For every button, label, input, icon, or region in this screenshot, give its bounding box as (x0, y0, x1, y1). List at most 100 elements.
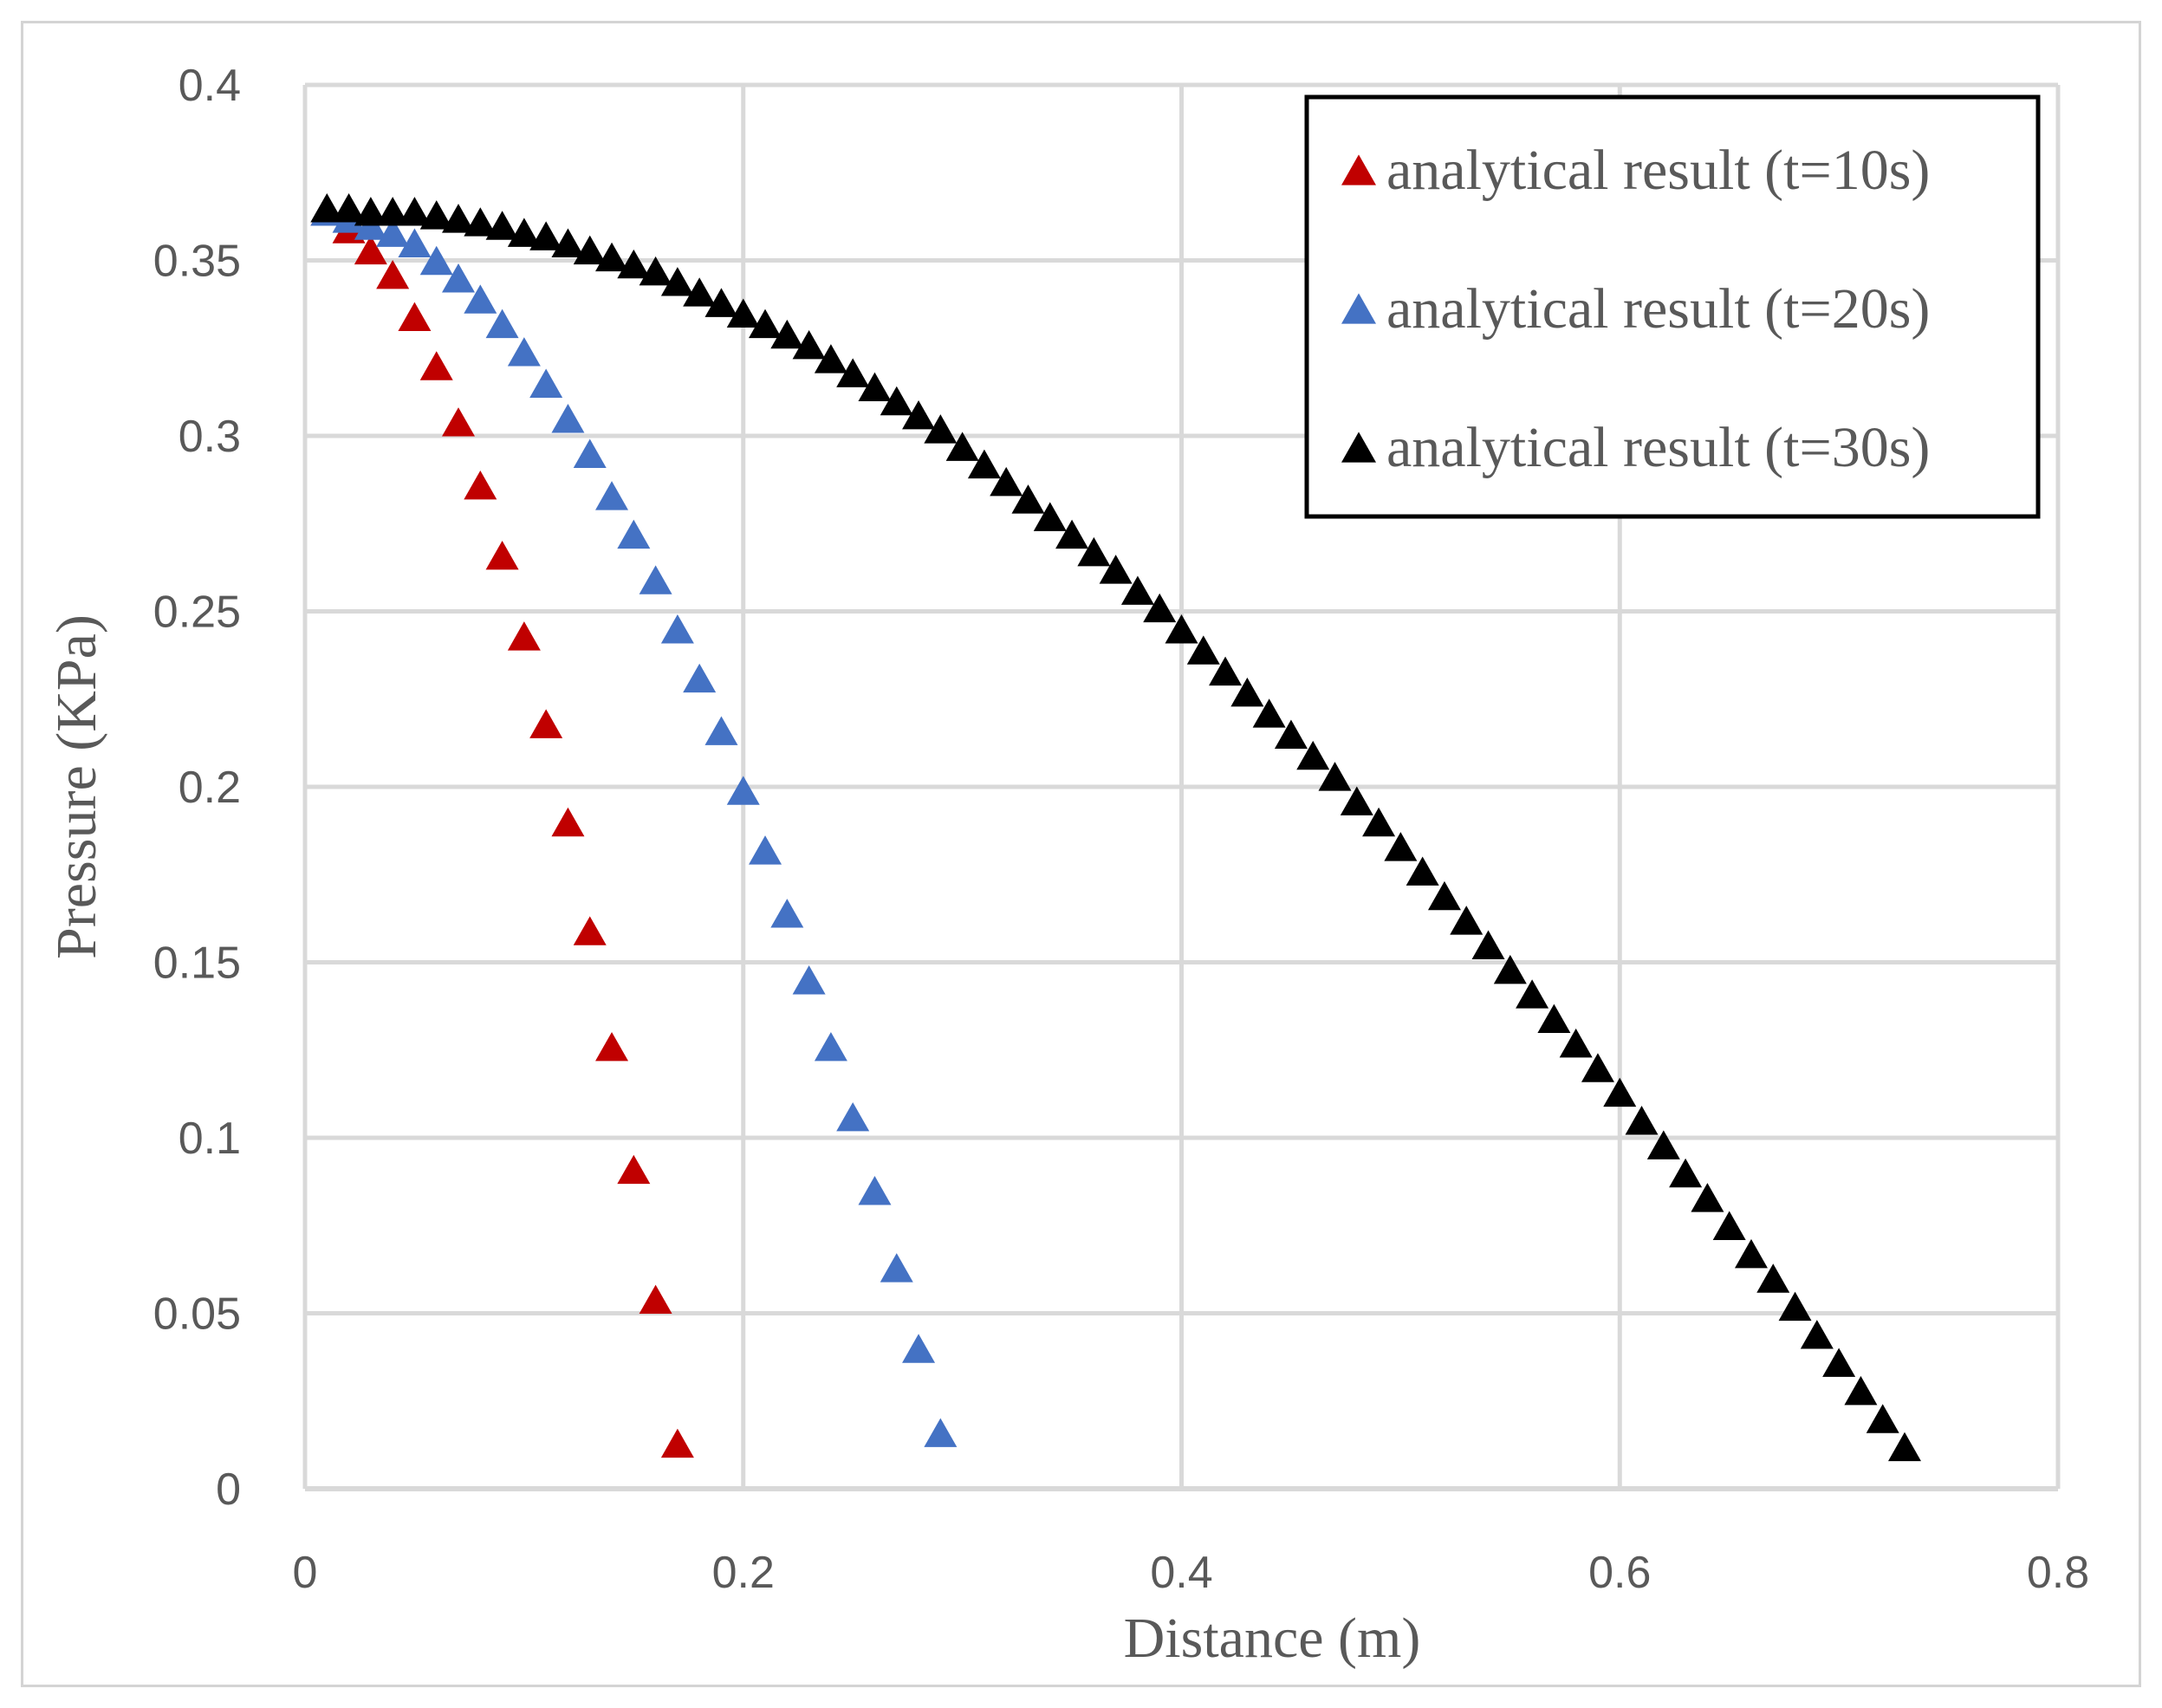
series-2 (310, 197, 958, 1447)
data-point (749, 835, 782, 865)
data-point (660, 614, 694, 644)
data-point (354, 235, 387, 265)
y-tick-label: 0.2 (179, 763, 241, 813)
data-point (551, 807, 585, 837)
y-tick-label: 0.25 (153, 588, 241, 638)
data-point (1362, 807, 1396, 837)
data-point (660, 267, 694, 296)
data-point (1800, 1320, 1834, 1349)
data-point (1406, 856, 1439, 886)
data-point (376, 218, 410, 247)
data-point (770, 899, 804, 928)
x-tick-label: 0.4 (1150, 1548, 1212, 1598)
data-point (485, 308, 519, 339)
data-point (924, 414, 958, 444)
data-point (376, 197, 410, 226)
series-1 (310, 197, 694, 1458)
y-axis-title: Pressure (KPa) (45, 614, 108, 959)
data-point (639, 565, 672, 594)
data-point (792, 329, 826, 360)
data-point (1646, 1130, 1680, 1159)
data-point (573, 235, 607, 265)
legend-item-2[interactable]: analytical result (t=20s) (1341, 277, 1930, 341)
legend[interactable]: analytical result (t=10s) analytical resu… (1304, 94, 2041, 519)
legend-box (1304, 94, 2041, 519)
data-point (1033, 502, 1067, 531)
y-tick-label: 0.35 (153, 237, 241, 287)
x-tick-label: 0 (293, 1548, 318, 1598)
y-tick-label: 0.3 (179, 412, 241, 462)
data-point (442, 407, 476, 437)
data-point (726, 298, 760, 328)
data-point (858, 372, 892, 402)
data-point (683, 663, 717, 693)
data-point (1625, 1106, 1659, 1135)
data-point (1581, 1053, 1614, 1082)
data-point (1559, 1028, 1593, 1058)
data-point (1120, 575, 1154, 605)
data-point (1427, 880, 1461, 911)
data-point (1712, 1211, 1746, 1240)
data-point (595, 242, 629, 272)
y-tick-label: 0.15 (153, 938, 241, 989)
data-point (902, 1334, 936, 1363)
data-point (529, 709, 563, 738)
data-point (1516, 979, 1549, 1009)
legend-label: analytical result (t=10s) (1386, 139, 1930, 202)
data-point (1603, 1077, 1637, 1107)
data-point (1537, 1003, 1571, 1034)
y-tick-label: 0.4 (179, 61, 241, 111)
data-point (442, 204, 476, 233)
legend-item-3[interactable]: analytical result (t=30s) (1341, 416, 1930, 479)
x-tick-label: 0.2 (712, 1548, 775, 1598)
data-point (1384, 832, 1418, 861)
data-point (617, 1154, 651, 1185)
y-tick-labels: 0 0.05 0.1 0.15 0.2 0.25 0.3 0.35 0.4 (153, 61, 241, 1515)
legend-item-1[interactable]: analytical result (t=10s) (1341, 139, 1930, 202)
y-tick-label: 0.1 (179, 1114, 241, 1164)
data-point (1340, 786, 1373, 815)
x-tick-label: 0.8 (2027, 1548, 2089, 1598)
data-point (924, 1418, 958, 1447)
legend-items: analytical result (t=10s) analytical resu… (1341, 139, 1930, 479)
x-axis-title: Distance (m) (1124, 1607, 1421, 1670)
data-point (639, 256, 672, 286)
data-point (704, 288, 738, 317)
legend-label: analytical result (t=20s) (1386, 277, 1930, 341)
data-point (880, 386, 913, 416)
data-point (485, 211, 519, 240)
data-point (639, 1284, 672, 1315)
data-point (1887, 1432, 1921, 1462)
data-point (1822, 1348, 1856, 1377)
data-point (1318, 762, 1352, 791)
data-point (770, 319, 804, 349)
series-3 (310, 193, 1921, 1462)
legend-marker-triangle-icon (1341, 293, 1376, 324)
chart-frame (21, 21, 2141, 1687)
data-point (595, 1031, 629, 1062)
x-tick-labels: 0 0.2 0.4 0.6 0.8 (293, 1548, 2090, 1598)
data-point (507, 337, 541, 367)
data-point (398, 302, 432, 332)
data-point (464, 207, 497, 237)
data-point (398, 228, 432, 257)
data-point (1669, 1158, 1703, 1188)
data-point (1209, 656, 1243, 686)
data-point (814, 1031, 847, 1062)
data-point (419, 351, 453, 380)
data-point (902, 399, 936, 430)
data-point (1471, 930, 1505, 959)
x-tick-label: 0.6 (1588, 1548, 1651, 1598)
data-point (749, 308, 782, 339)
data-point (1734, 1238, 1768, 1269)
data-point (836, 358, 870, 387)
data-point (836, 1101, 870, 1132)
y-tick-label: 0.05 (153, 1289, 241, 1340)
data-point (551, 228, 585, 257)
data-point (507, 218, 541, 247)
legend-marker-triangle-icon (1341, 154, 1376, 185)
data-point (1011, 484, 1045, 514)
data-point (419, 200, 453, 230)
data-point (529, 368, 563, 398)
